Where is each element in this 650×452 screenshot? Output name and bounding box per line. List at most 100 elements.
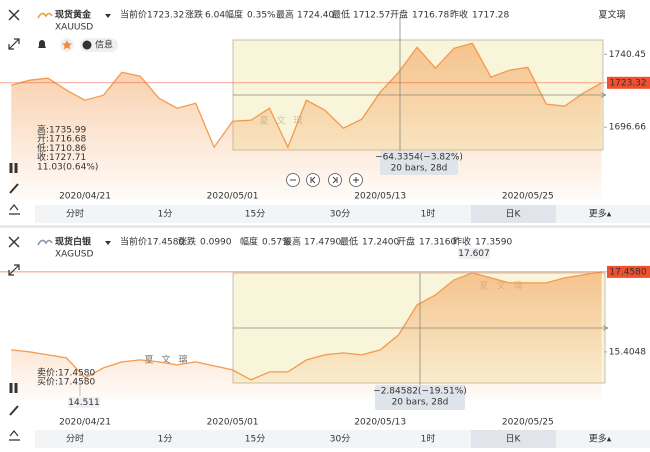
y-tick-label: 1740.45 [609,50,646,60]
measure-tool[interactable] [9,430,20,441]
area-fill [11,271,602,400]
measure-label: −2.84582(−19.51%) [373,387,467,397]
instrument-name[interactable]: 现货白银 [55,236,92,248]
chart-nav-button[interactable] [306,173,320,187]
instrument-symbol: XAUUSD [55,23,93,33]
timeframe-tab[interactable]: 1时 [421,433,436,445]
measure-label-bg [380,151,458,175]
x-tick-label: 2020/05/13 [354,418,406,428]
high-marker: 17.607 [458,249,490,259]
stat-label: 最低 [340,236,358,248]
stat-label: 开盘 [390,9,408,21]
stat-label: 涨跌 [178,237,196,248]
x-tick-label: 2020/05/13 [354,192,406,202]
stat-label: 当前价 [120,236,147,248]
timeframe-tab[interactable]: 分时 [66,433,84,445]
timeframe-tab[interactable]: 30分 [330,209,350,220]
stat-value: 6.04 [205,11,225,21]
timeframe-tab[interactable]: 15分 [245,209,265,220]
instrument-name[interactable]: 现货黄金 [55,9,92,21]
close-icon [8,236,20,248]
stat-label: 当前价 [120,9,147,21]
stat-value: 1723.32 [147,11,184,21]
low-marker-bg [68,397,100,408]
info-line: 低:1710.86 [37,142,87,154]
measure-label-bg [375,385,465,410]
expand-icon [8,38,20,50]
bell-icon[interactable] [38,40,46,48]
stat-label: 开盘 [397,236,415,248]
info-line: 收:1727.71 [37,151,86,163]
info-line: 11.03(0.64%) [37,162,98,172]
draw-tool[interactable] [9,183,19,194]
stat-value: 1716.78 [412,11,449,21]
star-icon [62,40,72,50]
panel-divider [0,225,650,228]
stat-label: 昨收 [453,236,471,248]
x-tick-label: 2020/05/01 [207,192,259,202]
stat-value: 17.2400 [362,238,399,248]
stat-value: 0.35% [247,11,276,21]
x-tick-label: 2020/05/01 [207,418,259,428]
watermark: 夏文璃 [598,9,625,21]
symbol-icon [37,239,53,246]
x-tick-label: 2020/05/25 [502,418,554,428]
stat-label: 幅度 [225,9,243,21]
chart-nav-icon [332,176,338,184]
timeframe-tab[interactable]: 日K [506,434,522,445]
info-icon [82,40,92,50]
timeframe-tab[interactable]: 分时 [66,208,84,220]
x-tick-label: 2020/04/21 [59,192,111,202]
y-tick-label: 15.4048 [609,347,646,357]
high-marker-bg [458,248,490,259]
timeframe-tab-active[interactable] [471,430,556,448]
stat-value: 17.3160 [419,238,456,248]
chart-nav-button[interactable] [328,173,342,187]
timeframe-tab[interactable]: 1时 [421,208,436,220]
measure-label: 20 bars, 28d [392,398,449,408]
stat-value: 1717.28 [472,11,509,21]
stat-value: 0.57% [262,238,291,248]
price-line [11,271,602,381]
stat-value: 17.4790 [304,238,341,248]
timeframe-tab[interactable]: 日K [506,209,522,220]
price-line [11,42,602,149]
timeframe-tab[interactable]: 1分 [158,209,173,220]
measure-tool[interactable] [9,204,20,215]
measure-label: −64.3354(−3.82%) [375,153,463,163]
instrument-symbol: XAGUSD [55,250,93,260]
current-price-badge [607,265,650,278]
low-marker: 14.511 [68,398,100,408]
measure-label: 20 bars, 28d [391,164,448,174]
stat-value: 0.0990 [200,238,232,248]
current-price-label: 1723.32 [609,78,646,88]
stat-label: 最低 [332,9,350,21]
stat-value: 1724.40 [297,11,334,21]
stat-label: 涨跌 [185,10,203,21]
draw-tool[interactable] [9,405,19,416]
stat-label: 昨收 [450,9,468,21]
timeframe-tab[interactable]: 1分 [158,434,173,445]
candle-tool[interactable] [9,383,18,393]
info-button-label: 信息 [95,39,113,51]
timeframe-tab[interactable]: 15分 [245,434,265,445]
stat-value: 1712.57 [353,11,390,21]
x-tick-label: 2020/04/21 [59,418,111,428]
chart-nav-icon [310,176,316,184]
info-line: 高:1735.99 [37,124,87,136]
symbol-icon [37,12,53,19]
stat-label: 最高 [276,9,294,21]
timeframe-tab-active[interactable] [471,205,556,223]
current-price-label: 17.4580 [609,267,646,277]
timeframe-tab[interactable]: 30分 [330,434,350,445]
current-price-badge [607,76,650,89]
timeframe-tab[interactable]: 更多▴ [589,208,612,220]
dropdown-caret[interactable] [105,241,111,245]
timeframe-tab[interactable]: 更多▴ [589,433,612,445]
candle-tool[interactable] [9,163,18,173]
info-line: 开:1716.68 [37,134,87,145]
info-line: 买价:17.4580 [37,377,96,388]
dropdown-caret[interactable] [105,14,111,18]
stat-label: 最高 [283,236,301,248]
